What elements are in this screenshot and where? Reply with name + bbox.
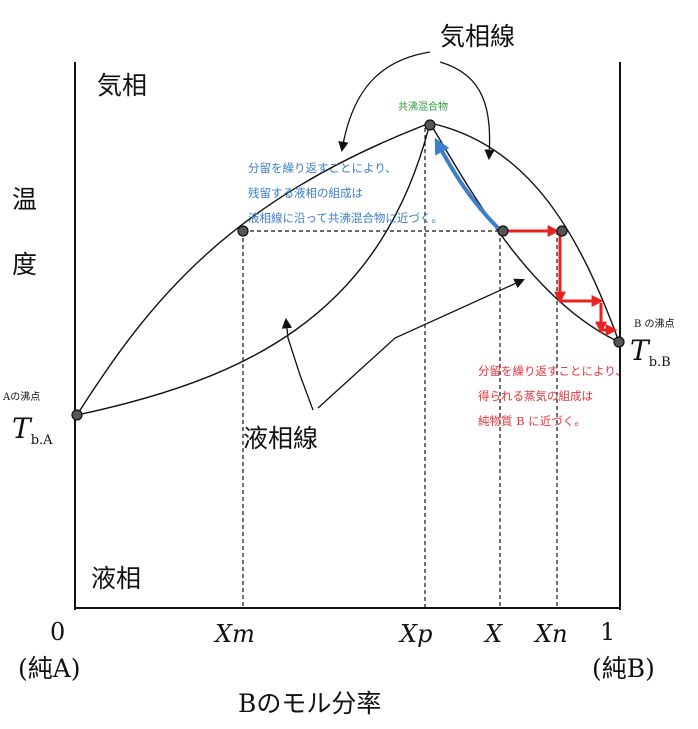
tbb-label: Tb.B (630, 334, 671, 370)
x-tick-x: X (483, 620, 503, 648)
blue-annotation-line-3: 液相線に沿って共沸混合物に近づく。 (248, 211, 443, 225)
vapor-curve (76, 122, 620, 416)
temperature-label-1: 温 (12, 185, 37, 214)
pure-b-label: (純B) (592, 654, 655, 683)
x-tick-xn: Xn (533, 620, 568, 648)
vapor-label-arrow-left (338, 51, 431, 153)
vapor-line-label: 気相線 (440, 22, 515, 51)
x-tick-xm: Xm (213, 620, 255, 648)
azeotrope-label: 共沸混合物 (398, 100, 448, 113)
tba-label: Tb.A (12, 412, 53, 448)
pure-a-label: (純A) (18, 654, 81, 683)
red-annotation-line-2: 得られる蒸気の組成は (478, 389, 593, 403)
liquid-label-arrow-right (317, 278, 525, 409)
b-boiling-point-label: B の沸点 (634, 317, 675, 330)
blue-arrow (434, 137, 500, 230)
x-tick-xp: Xp (398, 620, 432, 648)
red-steps (502, 225, 618, 336)
temperature-label-2: 度 (12, 250, 37, 279)
x-axis-title: Bのモル分率 (238, 689, 381, 718)
vapor-label-arrow-right (439, 61, 495, 161)
red-annotation-line-1: 分留を繰り返すことにより、 (478, 364, 627, 378)
liquid-phase-label: 液相 (91, 564, 141, 593)
liquid-curve (76, 121, 620, 416)
blue-annotation-line-2: 残留する液相の組成は (248, 186, 363, 200)
liquid-label-arrow-left (281, 317, 314, 411)
a-boiling-point-label: Aの沸点 (2, 390, 40, 403)
vapor-phase-label: 気相 (97, 71, 147, 100)
curve-points (71, 119, 625, 421)
x-tick-0: 0 (50, 618, 65, 646)
x-tick-1: 1 (600, 618, 615, 646)
red-annotation-line-3: 純物質 B に近づく。 (478, 414, 586, 428)
liquid-line-label: 液相線 (243, 424, 318, 453)
blue-annotation-line-1: 分留を繰り返すことにより、 (248, 161, 397, 175)
